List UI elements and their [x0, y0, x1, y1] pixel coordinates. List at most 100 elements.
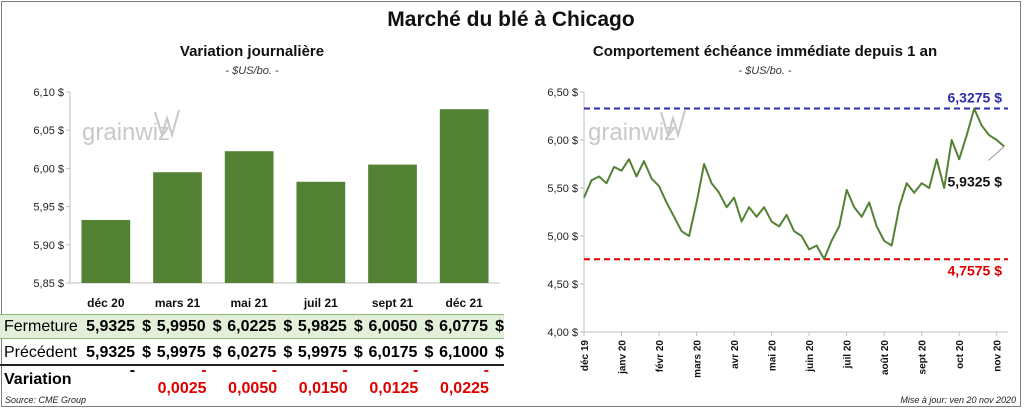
- grainwiz-watermark: grainwiz: [588, 109, 686, 146]
- cell-value: - 0,0050: [228, 361, 278, 397]
- line-x-tick-label: avr 20: [730, 340, 741, 369]
- close-row: Fermeture 5,9325 $5,9950 $6,0225 $5,9825 $6,…: [0, 314, 504, 339]
- var-cell: - 0,0125: [363, 362, 434, 398]
- cell-currency: $: [212, 317, 222, 335]
- line-y-tick-label: 6,50 $: [547, 87, 578, 99]
- bar-chart: grainwiz 5,85 $ 5,90 $ 5,95 $ 6,00 $ 6,05 $ 6,…: [33, 87, 500, 310]
- high-value-label: 6,3275 $: [948, 90, 1003, 106]
- cell-value: 6,0225: [227, 317, 277, 335]
- line-chart: grainwiz 4,00 $ 4,50 $ 5,00 $ 5,50 $ 6,00 $ 6,…: [547, 87, 1008, 378]
- bar: [153, 172, 202, 283]
- bar-y-tick-label: 5,85 $: [33, 278, 64, 290]
- var-cell: - 0,0150: [292, 362, 363, 398]
- close-cell: 5,9950 $: [151, 318, 222, 336]
- cell-value: - 0,0125: [369, 361, 419, 397]
- prev-cell: 6,0275 $: [222, 343, 293, 362]
- watermark-mark: [660, 109, 686, 139]
- cell-value: 6,1000: [439, 343, 488, 361]
- cell-value: 5,9975: [156, 343, 206, 361]
- close-cell: 6,0225 $: [222, 317, 293, 336]
- bar: [439, 109, 489, 283]
- bar-category-label: sept 21: [372, 296, 414, 310]
- watermark-mark: [154, 109, 180, 139]
- cell-currency: $: [495, 317, 504, 335]
- line-x-tick-label: mai 20: [768, 340, 779, 372]
- cell-currency: $: [212, 343, 222, 361]
- var-cell: - 0,0025: [151, 362, 222, 398]
- line-x-tick-label: août 20: [880, 340, 891, 375]
- close-cell: 6,0050 $: [363, 317, 434, 336]
- line-y-tick-label: 4,50 $: [547, 279, 578, 291]
- cell-value: - 0,0025: [157, 361, 207, 397]
- previous-row: Précédent 5,9325 $5,9975 $6,0275 $5,9975 $6,…: [0, 341, 504, 366]
- var-cell: - 0,0225: [433, 362, 504, 398]
- cell-currency: $: [353, 317, 363, 335]
- prev-cell: 5,9975 $: [151, 344, 222, 362]
- line-y-tick-label: 4,00 $: [547, 327, 578, 339]
- right-chart-unit: - $US/bo. -: [738, 65, 792, 77]
- cell-currency: $: [424, 317, 434, 335]
- bar-category-label: mai 21: [230, 296, 268, 310]
- bar-category-label: déc 20: [87, 296, 125, 310]
- low-value-label: 4,7575 $: [948, 262, 1003, 278]
- line-x-tick-label: juil 20: [843, 340, 854, 370]
- line-x-tick-label: févr 20: [655, 340, 666, 373]
- cell-value: 6,0775: [439, 317, 488, 335]
- line-x-tick-label: mars 20: [693, 340, 704, 378]
- cell-value: - 0,0150: [298, 361, 348, 397]
- main-title: Marché du blé à Chicago: [387, 8, 635, 31]
- left-chart-unit: - $US/bo. -: [225, 65, 279, 77]
- update-note: Mise à jour: ven 20 nov 2020: [900, 395, 1016, 405]
- cell-value: 5,9950: [156, 317, 206, 335]
- cell-value: 6,0275: [227, 343, 277, 361]
- close-row-label: Fermeture: [4, 317, 78, 335]
- cell-value: 5,9975: [297, 343, 347, 361]
- cell-value: 5,9325: [86, 343, 136, 361]
- cell-currency: $: [353, 343, 363, 361]
- cell-currency: $: [142, 343, 152, 361]
- bar-y-tick-label: 6,10 $: [33, 87, 64, 99]
- cell-currency: $: [283, 343, 293, 361]
- line-x-tick-label: janv 20: [618, 340, 629, 375]
- bar: [296, 181, 346, 283]
- line-x-tick-label: déc 19: [580, 340, 591, 372]
- bar: [368, 164, 417, 283]
- cell-currency: $: [283, 317, 293, 335]
- left-chart-title: Variation journalière: [179, 43, 325, 60]
- bar: [81, 219, 131, 283]
- variation-row: Variation - - 0,0025 - 0,0050 - 0,0150 - 0,0…: [0, 362, 504, 397]
- bar-y-tick-label: 5,95 $: [33, 202, 64, 214]
- cell-currency: $: [142, 317, 152, 335]
- last-value-leader: [987, 146, 1005, 161]
- line-y-tick-label: 6,00 $: [547, 135, 578, 147]
- bar-category-label: déc 21: [445, 296, 483, 310]
- var-cell: -: [80, 362, 151, 398]
- close-cell: 5,9825 $: [292, 318, 363, 336]
- source-note: Source: CME Group: [5, 395, 87, 405]
- var-cell: - 0,0050: [222, 362, 293, 398]
- cell-value: 6,0175: [368, 343, 418, 361]
- cell-currency: $: [424, 343, 434, 361]
- close-cell: 6,0775 $: [433, 318, 504, 336]
- cell-value: - 0,0225: [439, 361, 489, 397]
- prev-cell: 6,1000 $: [433, 344, 504, 362]
- previous-row-label: Précédent: [4, 343, 77, 361]
- line-x-tick-label: sept 20: [918, 340, 929, 375]
- bar-y-tick-label: 6,00 $: [33, 163, 64, 175]
- bar-y-tick-label: 6,05 $: [33, 125, 64, 137]
- watermark-text: grainwiz: [588, 119, 676, 146]
- right-chart-title: Comportement échéance immédiate depuis 1…: [592, 43, 938, 60]
- grainwiz-watermark: grainwiz: [82, 109, 180, 146]
- cell-value: -: [129, 361, 136, 379]
- line-y-tick-label: 5,50 $: [547, 183, 578, 195]
- bar-category-label: mars 21: [155, 296, 201, 310]
- last-value-label: 5,9325 $: [948, 173, 1003, 189]
- prev-cell: 6,0175 $: [363, 343, 434, 362]
- price-series-line: [583, 107, 1005, 260]
- line-x-tick-label: nov 20: [993, 340, 1004, 372]
- cell-value: 5,9325: [86, 317, 136, 335]
- line-x-tick-label: juin 20: [805, 340, 816, 373]
- bar: [224, 151, 274, 283]
- bar-y-tick-label: 5,90 $: [33, 240, 64, 252]
- close-cell: 5,9325 $: [80, 318, 151, 336]
